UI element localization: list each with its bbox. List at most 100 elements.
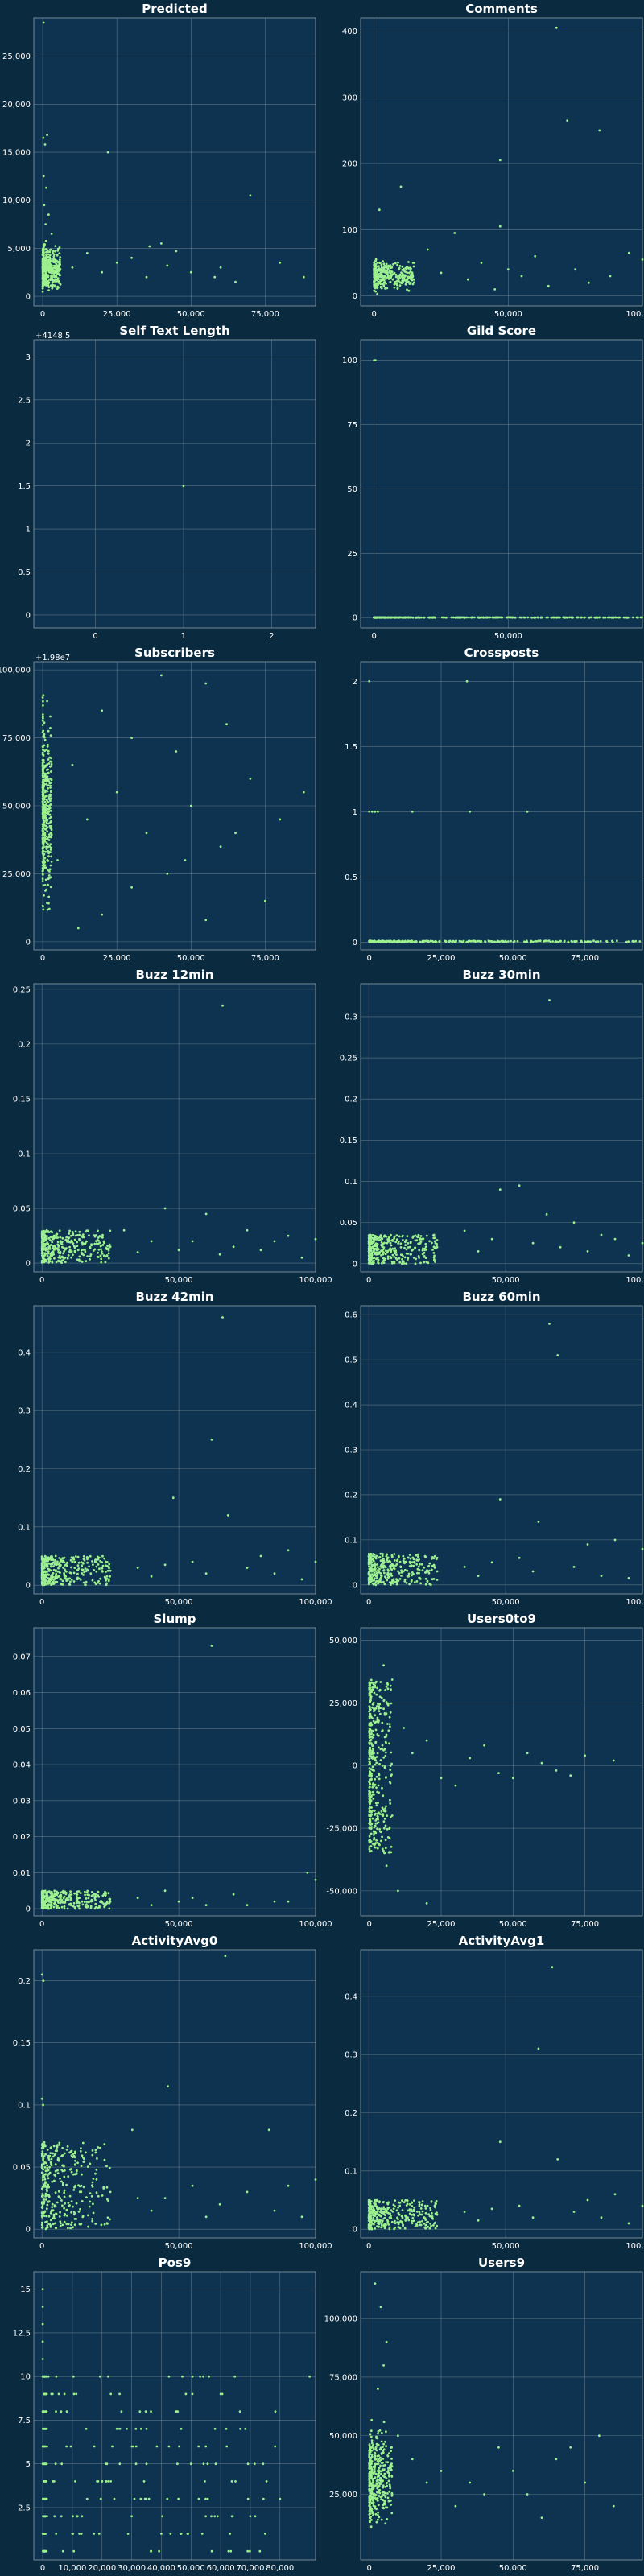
data-point (68, 1251, 72, 1254)
data-point (371, 1785, 374, 1789)
data-point (42, 1240, 45, 1242)
data-point (395, 1258, 398, 1261)
data-point (378, 208, 381, 212)
data-point (374, 1235, 377, 1238)
data-point (375, 1577, 378, 1579)
data-point (44, 2194, 47, 2197)
data-point (558, 616, 561, 619)
data-point (73, 1567, 76, 1569)
plot-area (34, 1950, 316, 2238)
y-tick-label: 20,000 (2, 101, 31, 109)
data-point (407, 1257, 410, 1260)
data-point (526, 810, 529, 813)
data-point (377, 1569, 379, 1571)
chart-title: Self Text Length (119, 324, 229, 338)
data-point (627, 940, 630, 943)
data-point (370, 1252, 374, 1254)
data-point (55, 1569, 57, 1571)
data-point (57, 1245, 60, 1248)
data-point (460, 940, 463, 943)
data-point (43, 279, 46, 282)
data-point (390, 1244, 393, 1247)
data-point (385, 1701, 388, 1703)
data-point (76, 1258, 79, 1261)
data-point (41, 781, 44, 783)
data-point (107, 1249, 110, 1252)
x-tick-label: 50,000 (177, 310, 205, 319)
data-point (58, 1254, 61, 1257)
data-point (74, 2184, 77, 2187)
data-point (56, 1560, 59, 1563)
x-tick-label: 50,000 (492, 2242, 520, 2251)
data-point (374, 276, 377, 279)
data-point (221, 1004, 224, 1007)
data-point (71, 1560, 74, 1563)
data-point (421, 1253, 424, 1256)
data-point (411, 616, 415, 619)
data-point (380, 1576, 382, 1579)
data-point (424, 1555, 427, 1558)
y-tick-label: 0 (26, 293, 31, 302)
data-point (498, 159, 502, 162)
data-point (383, 616, 386, 619)
data-point (381, 278, 384, 281)
data-point (259, 1249, 262, 1252)
data-point (50, 855, 53, 858)
y-tick-label: 0.2 (345, 2109, 357, 2118)
plot-area (361, 340, 642, 628)
data-point (382, 1851, 386, 1854)
data-point (93, 1235, 97, 1238)
data-point (384, 1810, 387, 1813)
data-point (50, 846, 52, 849)
data-point (584, 1754, 586, 1757)
data-point (411, 1561, 414, 1564)
data-point (67, 1238, 69, 1241)
data-point (404, 940, 407, 943)
data-point (451, 616, 453, 619)
data-point (43, 816, 46, 819)
data-point (622, 616, 625, 619)
data-point (375, 286, 378, 288)
data-point (426, 248, 429, 251)
data-point (406, 2202, 409, 2206)
data-point (52, 252, 55, 255)
data-point (47, 1556, 50, 1559)
data-point (506, 616, 509, 619)
data-point (49, 2161, 52, 2164)
data-point (41, 791, 44, 794)
data-point (59, 1901, 62, 1905)
data-point (371, 1843, 374, 1845)
data-point (382, 1707, 385, 1711)
data-point (56, 1241, 60, 1244)
data-point (204, 919, 208, 922)
data-point (76, 1572, 79, 1575)
data-point (43, 721, 46, 724)
data-point (109, 1229, 112, 1232)
data-point (48, 264, 51, 267)
x-tick-label: 100,000 (299, 1598, 332, 1607)
data-point (373, 1259, 375, 1262)
data-point (431, 1557, 433, 1560)
data-point (378, 262, 382, 264)
data-point (403, 1246, 406, 1249)
data-point (66, 2214, 68, 2217)
data-point (370, 1774, 373, 1777)
data-point (41, 696, 44, 699)
data-point (43, 735, 46, 738)
data-point (85, 818, 89, 821)
data-point (42, 700, 44, 703)
data-point (388, 616, 391, 619)
data-point (167, 2085, 169, 2088)
data-point (219, 266, 222, 269)
data-point (58, 1906, 60, 1909)
data-point (370, 1565, 374, 1567)
data-point (47, 902, 50, 905)
data-point (418, 1576, 421, 1579)
data-point (47, 1230, 50, 1232)
data-point (609, 616, 611, 619)
data-point (42, 764, 44, 767)
data-point (407, 2219, 411, 2222)
y-tick-label: 0.4 (18, 1348, 31, 1357)
